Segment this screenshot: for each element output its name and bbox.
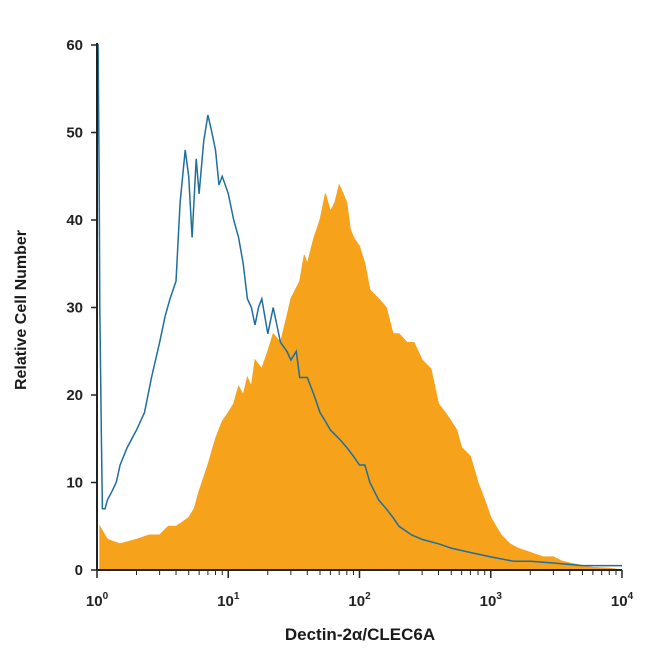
stained-histogram-area — [99, 183, 623, 571]
x-tick-label: 103 — [480, 591, 503, 610]
y-tick-label: 20 — [66, 387, 83, 404]
y-axis-title: Relative Cell Number — [13, 230, 30, 390]
isotype-histogram-line — [97, 44, 622, 567]
y-tick-label: 0 — [75, 562, 83, 579]
x-tick-label: 100 — [86, 591, 109, 610]
x-tick-label: 104 — [611, 591, 634, 610]
series-layer — [97, 44, 623, 571]
tick-labels: 0 10 20 30 40 50 60 100 101 102 103 104 — [66, 37, 633, 610]
y-tick-label: 30 — [66, 300, 83, 317]
x-tick-label: 101 — [217, 591, 240, 610]
y-tick-label: 50 — [66, 125, 83, 142]
x-tick-label: 102 — [348, 591, 371, 610]
y-tick-label: 10 — [66, 475, 83, 492]
x-axis-title: Dectin-2α/CLEC6A — [285, 625, 435, 644]
axes-layer — [91, 43, 623, 578]
y-tick-label: 60 — [66, 37, 83, 54]
y-tick-label: 40 — [66, 212, 83, 229]
